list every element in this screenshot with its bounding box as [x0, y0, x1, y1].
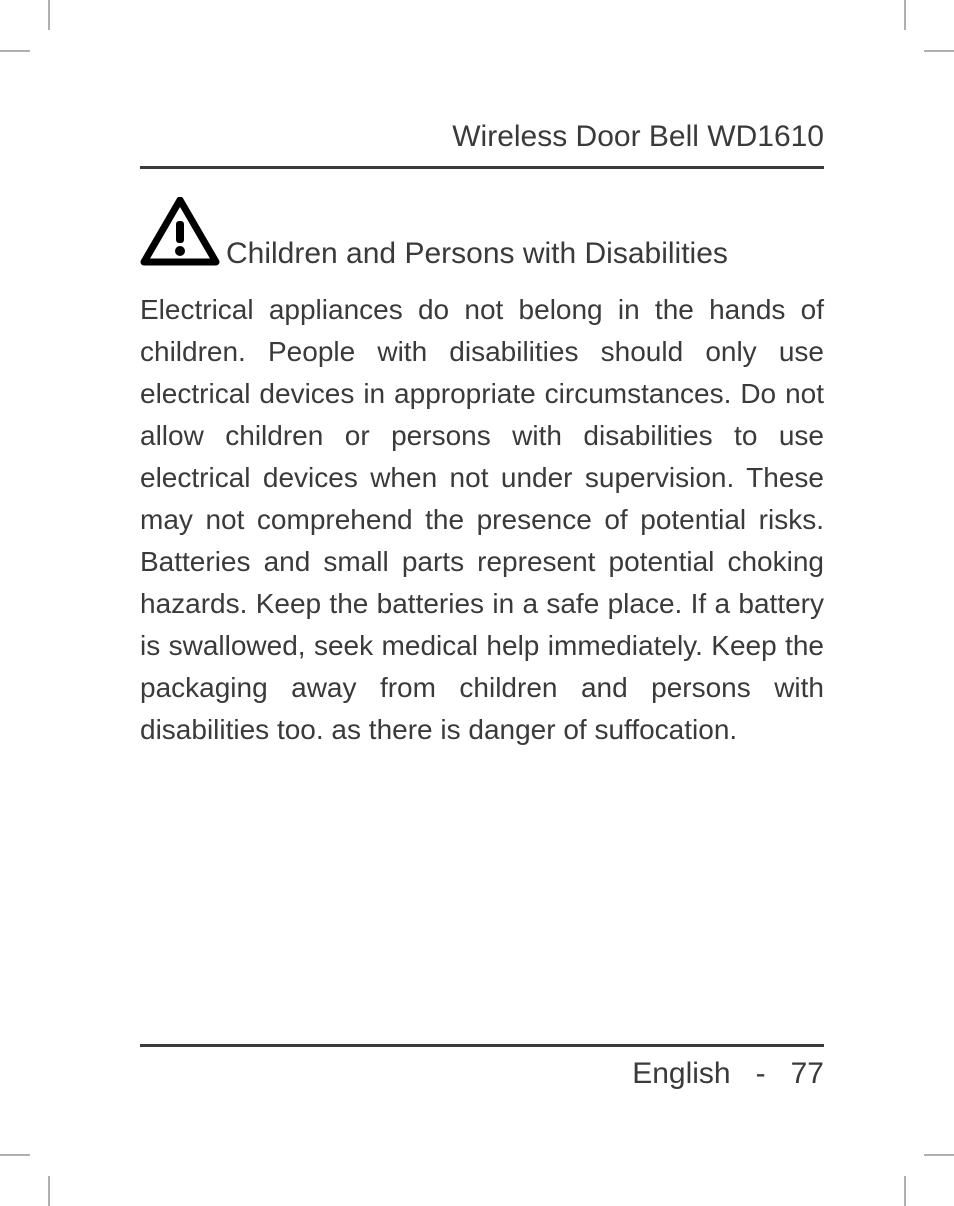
crop-mark [904, 1176, 906, 1206]
page-header: Wireless Door Bell WD1610 [140, 120, 824, 169]
section-heading: Children and Persons with Disabilities [140, 197, 824, 275]
footer-page-number: 77 [791, 1057, 824, 1090]
crop-mark [48, 0, 50, 30]
section-body: Electrical appliances do not belong in t… [140, 289, 824, 751]
crop-mark [0, 1154, 30, 1156]
page-footer: English - 77 [140, 1044, 824, 1091]
footer-separator: - [756, 1057, 766, 1090]
product-title: Wireless Door Bell WD1610 [452, 120, 824, 153]
crop-mark [924, 50, 954, 52]
warning-icon [140, 197, 220, 279]
crop-mark [924, 1154, 954, 1156]
section-heading-text: Children and Persons with Disabilities [226, 237, 728, 270]
footer-language: English [632, 1057, 730, 1090]
crop-mark [0, 50, 30, 52]
crop-mark [48, 1176, 50, 1206]
crop-mark [904, 0, 906, 30]
